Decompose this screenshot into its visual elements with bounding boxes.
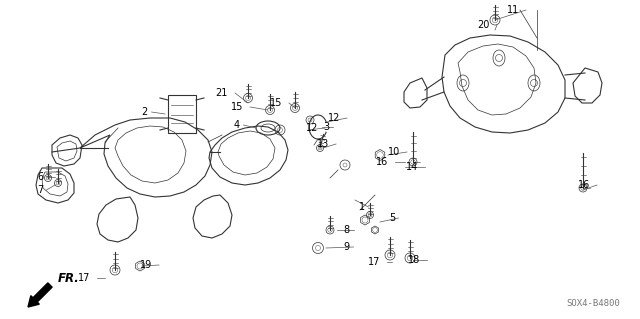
Text: 18: 18 [408,255,420,265]
Text: FR.: FR. [58,271,80,285]
Text: 11: 11 [507,5,519,15]
Text: 12: 12 [328,113,340,123]
Text: 3: 3 [323,122,329,132]
Text: 14: 14 [406,162,418,172]
Text: 16: 16 [376,157,388,167]
Text: 20: 20 [477,20,490,30]
Text: 2: 2 [141,107,148,117]
Text: 1: 1 [359,202,365,212]
Text: 15: 15 [269,98,282,108]
Text: 12: 12 [306,123,318,133]
Text: 4: 4 [234,120,240,130]
Text: 17: 17 [367,257,380,267]
Text: 13: 13 [317,139,329,149]
Text: 6: 6 [37,172,43,182]
Text: 19: 19 [140,260,152,270]
Text: 15: 15 [230,102,243,112]
Text: 17: 17 [77,273,90,283]
Text: SOX4-B4800: SOX4-B4800 [566,299,620,308]
Text: 7: 7 [36,185,43,195]
Text: 10: 10 [388,147,400,157]
Text: 9: 9 [344,242,350,252]
Text: 5: 5 [388,213,395,223]
Text: 16: 16 [578,180,590,190]
FancyArrow shape [28,283,52,307]
Text: 8: 8 [344,225,350,235]
Text: 21: 21 [216,88,228,98]
